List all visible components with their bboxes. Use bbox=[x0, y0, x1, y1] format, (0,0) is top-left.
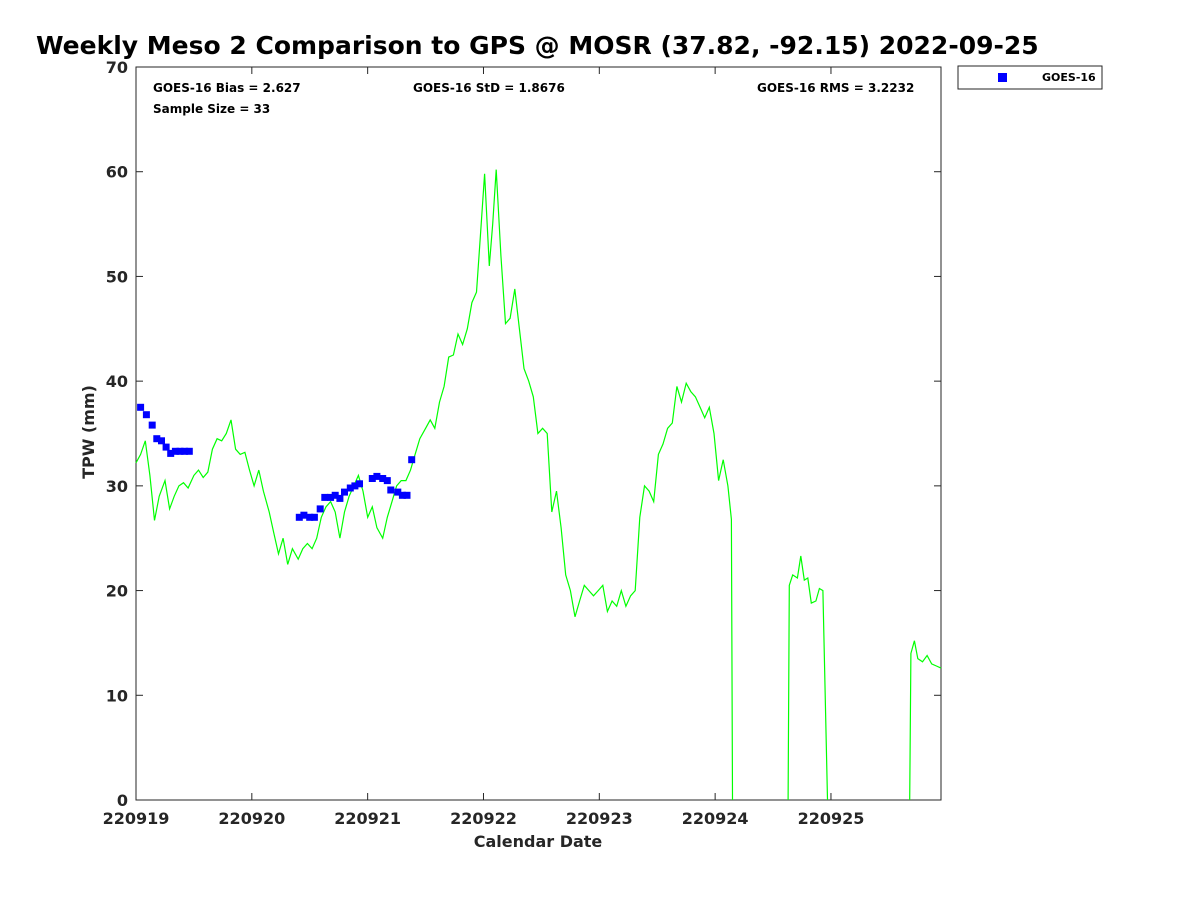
x-tick-label: 220925 bbox=[798, 809, 865, 828]
goes-16-point bbox=[181, 447, 189, 455]
x-axis-label: Calendar Date bbox=[474, 832, 603, 851]
goes-16-point bbox=[300, 511, 308, 519]
y-axis: 0 10 20 30 40 50 60 70 bbox=[106, 58, 941, 810]
goes-16-point bbox=[356, 480, 363, 488]
y-tick-label: 20 bbox=[106, 582, 128, 601]
goes-16-point bbox=[171, 447, 179, 455]
goes-16-point bbox=[167, 449, 175, 457]
x-tick-label: 220919 bbox=[103, 809, 170, 828]
x-axis: 220919 220920 220921 220922 220923 220924 2209… bbox=[103, 67, 865, 828]
goes-16-point bbox=[153, 435, 161, 443]
plot-area bbox=[135, 66, 942, 801]
goes-16-point bbox=[158, 437, 165, 445]
goes-16-point bbox=[368, 475, 376, 482]
x-tick-label: 220923 bbox=[566, 809, 633, 828]
goes-16-point bbox=[321, 493, 329, 501]
y-tick-label: 70 bbox=[106, 58, 128, 77]
chart-title: Weekly Meso 2 Comparison to GPS @ MOSR (… bbox=[36, 31, 1039, 60]
y-axis-label: TPW (mm) bbox=[79, 385, 98, 479]
goes-16-point bbox=[341, 488, 348, 496]
goes-16-point bbox=[379, 475, 387, 482]
goes-16-point bbox=[383, 477, 391, 485]
goes-16-point bbox=[387, 486, 395, 494]
y-tick-label: 30 bbox=[106, 477, 128, 496]
goes-16-point bbox=[331, 491, 339, 499]
x-tick-label: 220924 bbox=[682, 809, 749, 828]
goes-16-point bbox=[185, 447, 193, 455]
axes-box bbox=[135, 66, 942, 801]
goes-16-point bbox=[403, 491, 411, 499]
x-tick-label: 220920 bbox=[218, 809, 285, 828]
goes-16-point bbox=[306, 513, 314, 521]
goes-16-point bbox=[346, 484, 354, 492]
gps-line-segment bbox=[909, 640, 942, 801]
x-tick-label: 220921 bbox=[334, 809, 401, 828]
goes-16-point bbox=[316, 505, 324, 513]
goes-16-point bbox=[176, 447, 184, 455]
goes-16-point bbox=[142, 411, 150, 419]
goes-16-point bbox=[327, 493, 335, 501]
std-annotation: GOES-16 StD = 1.8676 bbox=[413, 81, 565, 95]
goes-16-point bbox=[310, 513, 318, 521]
y-tick-label: 40 bbox=[106, 372, 128, 391]
sample-size-annotation: Sample Size = 33 bbox=[153, 102, 270, 116]
goes-16-series bbox=[137, 403, 416, 521]
goes-16-point bbox=[295, 513, 303, 521]
x-tick-label: 220922 bbox=[450, 809, 517, 828]
y-tick-label: 0 bbox=[117, 791, 128, 810]
goes-16-point bbox=[408, 456, 416, 464]
goes-16-point bbox=[351, 482, 359, 490]
gps-line-series bbox=[135, 169, 942, 801]
gps-line-segment bbox=[787, 555, 829, 801]
gps-line-segment bbox=[135, 169, 734, 801]
goes-16-point bbox=[398, 491, 406, 499]
goes-16-point bbox=[148, 421, 156, 429]
goes-16-point bbox=[137, 403, 145, 411]
y-tick-label: 10 bbox=[106, 686, 128, 705]
legend-marker-goes-16 bbox=[998, 73, 1007, 82]
goes-16-point bbox=[394, 488, 402, 496]
y-tick-label: 60 bbox=[106, 163, 128, 182]
goes-16-point bbox=[162, 443, 170, 451]
legend-label-goes-16: GOES-16 bbox=[1042, 71, 1096, 84]
legend: GOES-16 bbox=[957, 65, 1103, 90]
bias-annotation: GOES-16 Bias = 2.627 bbox=[153, 81, 301, 95]
rms-annotation: GOES-16 RMS = 3.2232 bbox=[757, 81, 914, 95]
goes-16-point bbox=[336, 494, 344, 502]
legend-box bbox=[957, 65, 1103, 90]
goes-16-point bbox=[373, 472, 381, 480]
y-tick-label: 50 bbox=[106, 267, 128, 286]
